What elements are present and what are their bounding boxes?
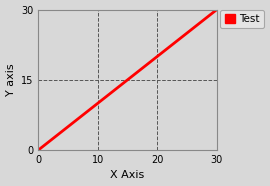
X-axis label: X Axis: X Axis <box>110 170 145 180</box>
Y-axis label: Y axis: Y axis <box>6 63 16 96</box>
Legend: Test: Test <box>220 9 264 28</box>
